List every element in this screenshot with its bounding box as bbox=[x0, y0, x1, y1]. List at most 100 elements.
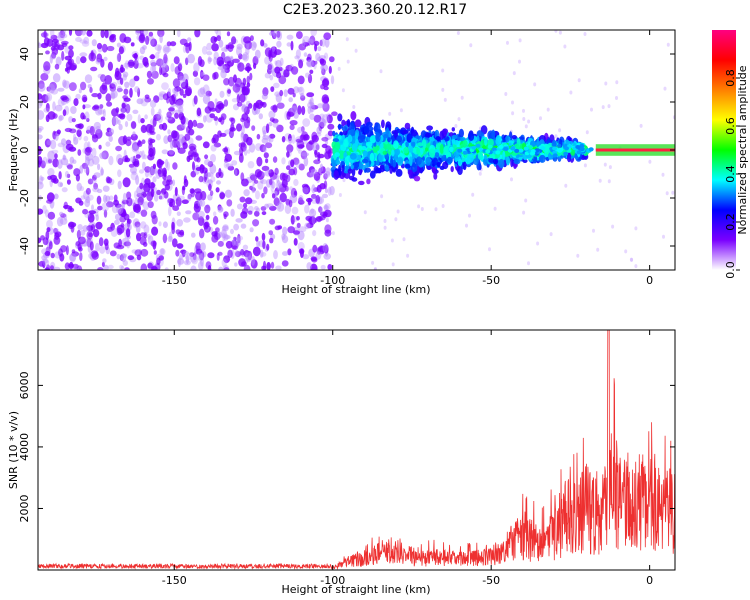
heatmap-cell bbox=[229, 131, 234, 138]
heatmap-cell bbox=[122, 135, 128, 145]
heatmap-cell bbox=[38, 237, 42, 244]
heatmap-cell bbox=[253, 210, 260, 217]
heatmap-cell bbox=[598, 178, 602, 183]
x-tick-label: -50 bbox=[482, 574, 500, 587]
heatmap-cell bbox=[564, 183, 568, 188]
heatmap-cell bbox=[352, 105, 356, 109]
heatmap-cell bbox=[172, 205, 180, 211]
heatmap-cell bbox=[187, 193, 192, 200]
heatmap-cell bbox=[103, 209, 108, 218]
heatmap-cell bbox=[354, 48, 358, 53]
heatmap-cell bbox=[157, 45, 161, 54]
heatmap-cell bbox=[93, 121, 101, 130]
heatmap-cell bbox=[322, 102, 330, 112]
heatmap-cell bbox=[322, 242, 328, 253]
heatmap-cell bbox=[96, 188, 103, 194]
heatmap-cell bbox=[101, 261, 105, 268]
heatmap-cell bbox=[245, 197, 253, 205]
heatmap-cell bbox=[54, 228, 59, 233]
heatmap-cell bbox=[149, 138, 156, 144]
heatmap-cell bbox=[66, 164, 73, 170]
heatmap-cell bbox=[243, 148, 248, 156]
heatmap-cell bbox=[165, 158, 169, 169]
heatmap-cell bbox=[126, 197, 133, 207]
heatmap-cell bbox=[327, 264, 333, 270]
heatmap-cell bbox=[300, 92, 305, 99]
heatmap-cell bbox=[219, 171, 224, 179]
heatmap-cell bbox=[369, 170, 376, 179]
heatmap-cell bbox=[345, 37, 349, 42]
heatmap-cell bbox=[54, 153, 58, 159]
heatmap-cell bbox=[492, 158, 499, 165]
heatmap-cell bbox=[563, 151, 569, 156]
heatmap-cell bbox=[299, 248, 304, 259]
heatmap-cell bbox=[172, 130, 180, 141]
snr-marks bbox=[38, 330, 675, 570]
heatmap-cell bbox=[38, 42, 42, 49]
heatmap-cell bbox=[288, 137, 293, 144]
heatmap-cell bbox=[276, 179, 281, 190]
heatmap-cell bbox=[147, 233, 151, 240]
heatmap-cell bbox=[271, 46, 276, 52]
heatmap-cell bbox=[243, 202, 248, 209]
heatmap-cell bbox=[404, 163, 411, 169]
heatmap-cell bbox=[324, 171, 331, 178]
heatmap-cell bbox=[311, 184, 316, 194]
heatmap-cell bbox=[226, 199, 233, 207]
heatmap-cell bbox=[95, 125, 101, 134]
heatmap-cell bbox=[379, 69, 383, 74]
heatmap-cell bbox=[276, 202, 285, 212]
heatmap-cell bbox=[320, 206, 324, 216]
heatmap-cell bbox=[269, 237, 274, 244]
heatmap-cell bbox=[156, 133, 161, 141]
heatmap-cell bbox=[160, 248, 165, 255]
heatmap-cell bbox=[513, 158, 521, 165]
heatmap-cell bbox=[95, 242, 100, 252]
heatmap-cell bbox=[153, 95, 160, 103]
heatmap-cell bbox=[217, 240, 224, 247]
heatmap-cell bbox=[139, 32, 145, 42]
heatmap-cell bbox=[212, 134, 219, 144]
heatmap-cell bbox=[69, 82, 77, 92]
heatmap-cell bbox=[396, 135, 403, 143]
heatmap-cell bbox=[242, 244, 249, 250]
heatmap-cell bbox=[505, 156, 511, 166]
heatmap-cell bbox=[152, 146, 156, 157]
heatmap-cell bbox=[184, 133, 191, 141]
heatmap-cell bbox=[230, 228, 234, 235]
heatmap-cell bbox=[288, 199, 293, 208]
heatmap-cell bbox=[76, 129, 82, 137]
heatmap-cell bbox=[552, 146, 558, 151]
heatmap-cell bbox=[126, 218, 132, 225]
heatmap-cell bbox=[475, 143, 481, 148]
heatmap-cell bbox=[274, 60, 278, 65]
heatmap-cell bbox=[150, 53, 155, 60]
heatmap-cell bbox=[325, 167, 331, 176]
heatmap-cell bbox=[156, 257, 161, 266]
heatmap-cell bbox=[357, 154, 362, 161]
heatmap-cell bbox=[50, 53, 57, 60]
heatmap-cell bbox=[159, 65, 163, 76]
heatmap-cell bbox=[211, 234, 219, 243]
heatmap-cell bbox=[471, 145, 477, 150]
heatmap-cell bbox=[180, 81, 189, 90]
heatmap-cell bbox=[171, 221, 175, 231]
heatmap-cell bbox=[357, 135, 364, 143]
heatmap-cell bbox=[261, 265, 267, 270]
heatmap-cell bbox=[107, 61, 113, 71]
heatmap-cell bbox=[585, 130, 589, 135]
heatmap-cell bbox=[75, 93, 81, 100]
heatmap-cell bbox=[156, 58, 164, 67]
heatmap-cell bbox=[522, 210, 526, 215]
heatmap-cell bbox=[191, 255, 199, 265]
spectrogram-y-ticks: -40 -20 0 20 40 bbox=[18, 47, 675, 255]
heatmap-cell bbox=[337, 113, 343, 122]
heatmap-cell bbox=[443, 146, 449, 155]
heatmap-cell bbox=[225, 163, 234, 168]
heatmap-cell bbox=[108, 135, 113, 142]
heatmap-cell bbox=[220, 63, 226, 74]
heatmap-cell bbox=[207, 179, 213, 184]
heatmap-cell bbox=[150, 240, 157, 247]
heatmap-cell bbox=[522, 159, 528, 163]
heatmap-cell bbox=[90, 50, 94, 60]
